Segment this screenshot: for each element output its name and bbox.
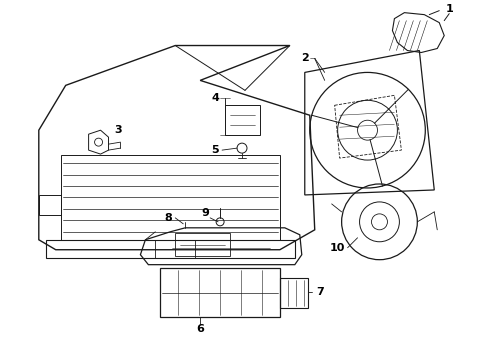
Text: 8: 8	[165, 213, 172, 223]
Text: 6: 6	[196, 324, 204, 334]
Text: 3: 3	[115, 125, 122, 135]
Text: 2: 2	[301, 54, 309, 63]
Text: 1: 1	[445, 4, 453, 14]
Text: 4: 4	[211, 93, 219, 103]
Text: 5: 5	[211, 145, 219, 155]
Text: 10: 10	[330, 243, 345, 253]
Text: 9: 9	[201, 208, 209, 218]
Text: 7: 7	[316, 287, 323, 297]
